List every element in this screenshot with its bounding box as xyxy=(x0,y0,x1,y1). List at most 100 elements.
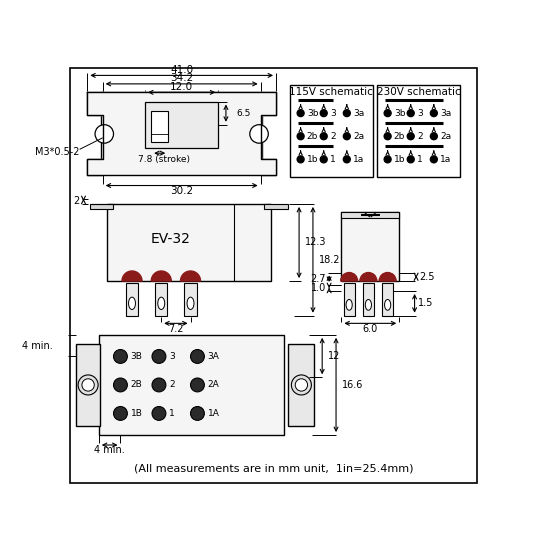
Bar xyxy=(264,204,287,209)
Circle shape xyxy=(384,133,391,140)
Text: 12.0: 12.0 xyxy=(170,82,193,92)
Wedge shape xyxy=(180,271,201,281)
Text: 3b: 3b xyxy=(394,108,405,118)
Text: 1a: 1a xyxy=(353,155,364,164)
Polygon shape xyxy=(88,92,276,175)
Text: 3B: 3B xyxy=(130,352,143,361)
Bar xyxy=(88,159,103,175)
Circle shape xyxy=(152,407,166,420)
Text: 2a: 2a xyxy=(440,132,451,141)
Circle shape xyxy=(297,156,304,163)
Bar xyxy=(184,283,197,316)
Circle shape xyxy=(295,379,308,391)
Circle shape xyxy=(297,133,304,140)
Circle shape xyxy=(95,125,114,143)
Text: 3a: 3a xyxy=(440,108,451,118)
Bar xyxy=(382,282,393,316)
Bar xyxy=(363,282,374,316)
Text: 2b: 2b xyxy=(394,132,405,141)
Wedge shape xyxy=(122,271,142,281)
Text: 1b: 1b xyxy=(394,155,405,164)
Circle shape xyxy=(114,407,128,420)
Text: 115V schematic: 115V schematic xyxy=(289,87,373,96)
Text: 3b: 3b xyxy=(307,108,318,118)
Text: 1.0: 1.0 xyxy=(311,283,326,293)
Text: 1: 1 xyxy=(417,155,422,164)
Text: 6.0: 6.0 xyxy=(363,324,378,334)
Text: 30.2: 30.2 xyxy=(170,186,193,196)
Bar xyxy=(344,282,355,316)
Bar xyxy=(290,84,373,177)
Circle shape xyxy=(384,110,391,117)
Circle shape xyxy=(250,125,268,143)
Circle shape xyxy=(343,110,350,117)
Text: 12: 12 xyxy=(327,352,340,361)
Text: 12.3: 12.3 xyxy=(305,238,327,247)
Text: 4 min.: 4 min. xyxy=(22,341,53,350)
Text: 4 min.: 4 min. xyxy=(95,445,125,456)
Bar xyxy=(145,101,218,148)
Text: 2A: 2A xyxy=(207,380,219,390)
Bar xyxy=(101,92,262,159)
Circle shape xyxy=(320,110,327,117)
Circle shape xyxy=(191,349,205,364)
Text: 2.7: 2.7 xyxy=(311,274,326,284)
Bar xyxy=(90,204,113,209)
Ellipse shape xyxy=(365,300,372,310)
Circle shape xyxy=(191,407,205,420)
Circle shape xyxy=(407,156,414,163)
Circle shape xyxy=(152,349,166,364)
Circle shape xyxy=(114,349,128,364)
Circle shape xyxy=(430,156,437,163)
Text: 7.8 (stroke): 7.8 (stroke) xyxy=(138,155,190,164)
Bar xyxy=(155,283,168,316)
Text: 3: 3 xyxy=(417,108,422,118)
Text: 1B: 1B xyxy=(130,409,143,418)
Bar xyxy=(88,92,103,116)
Text: 2a: 2a xyxy=(353,132,364,141)
Text: 3A: 3A xyxy=(207,352,219,361)
Wedge shape xyxy=(379,272,396,281)
Text: 3: 3 xyxy=(169,352,175,361)
Text: 2B: 2B xyxy=(130,380,142,390)
Bar xyxy=(151,111,168,142)
Text: 1A: 1A xyxy=(207,409,219,418)
Circle shape xyxy=(297,110,304,117)
Circle shape xyxy=(292,375,311,395)
Bar xyxy=(261,92,276,116)
Circle shape xyxy=(430,110,437,117)
Ellipse shape xyxy=(158,297,164,310)
Wedge shape xyxy=(151,271,171,281)
Text: 3: 3 xyxy=(330,108,336,118)
Circle shape xyxy=(320,156,327,163)
Circle shape xyxy=(343,156,350,163)
Text: 2: 2 xyxy=(330,132,335,141)
Circle shape xyxy=(82,379,95,391)
Bar xyxy=(107,204,271,281)
Text: 2b: 2b xyxy=(307,132,318,141)
Circle shape xyxy=(191,378,205,392)
Bar xyxy=(341,211,399,281)
Text: 230V schematic: 230V schematic xyxy=(376,87,460,96)
Text: 3a: 3a xyxy=(353,108,364,118)
Circle shape xyxy=(343,133,350,140)
Circle shape xyxy=(407,133,414,140)
Circle shape xyxy=(320,133,327,140)
Text: 7.2: 7.2 xyxy=(168,324,184,334)
Text: 2: 2 xyxy=(169,380,175,390)
Ellipse shape xyxy=(129,297,136,310)
Text: (All measurements are in mm unit,  1in=25.4mm): (All measurements are in mm unit, 1in=25… xyxy=(134,463,413,473)
Ellipse shape xyxy=(187,297,194,310)
Circle shape xyxy=(384,156,391,163)
Bar xyxy=(377,84,460,177)
Text: 1b: 1b xyxy=(307,155,318,164)
Circle shape xyxy=(152,378,166,392)
Bar xyxy=(76,344,100,426)
Text: 2: 2 xyxy=(73,196,80,207)
Text: 18.2: 18.2 xyxy=(319,255,341,265)
Text: 1: 1 xyxy=(169,409,175,418)
Circle shape xyxy=(430,133,437,140)
Text: 2.5: 2.5 xyxy=(419,272,435,282)
Bar xyxy=(99,335,284,435)
Text: 1.5: 1.5 xyxy=(418,298,433,308)
